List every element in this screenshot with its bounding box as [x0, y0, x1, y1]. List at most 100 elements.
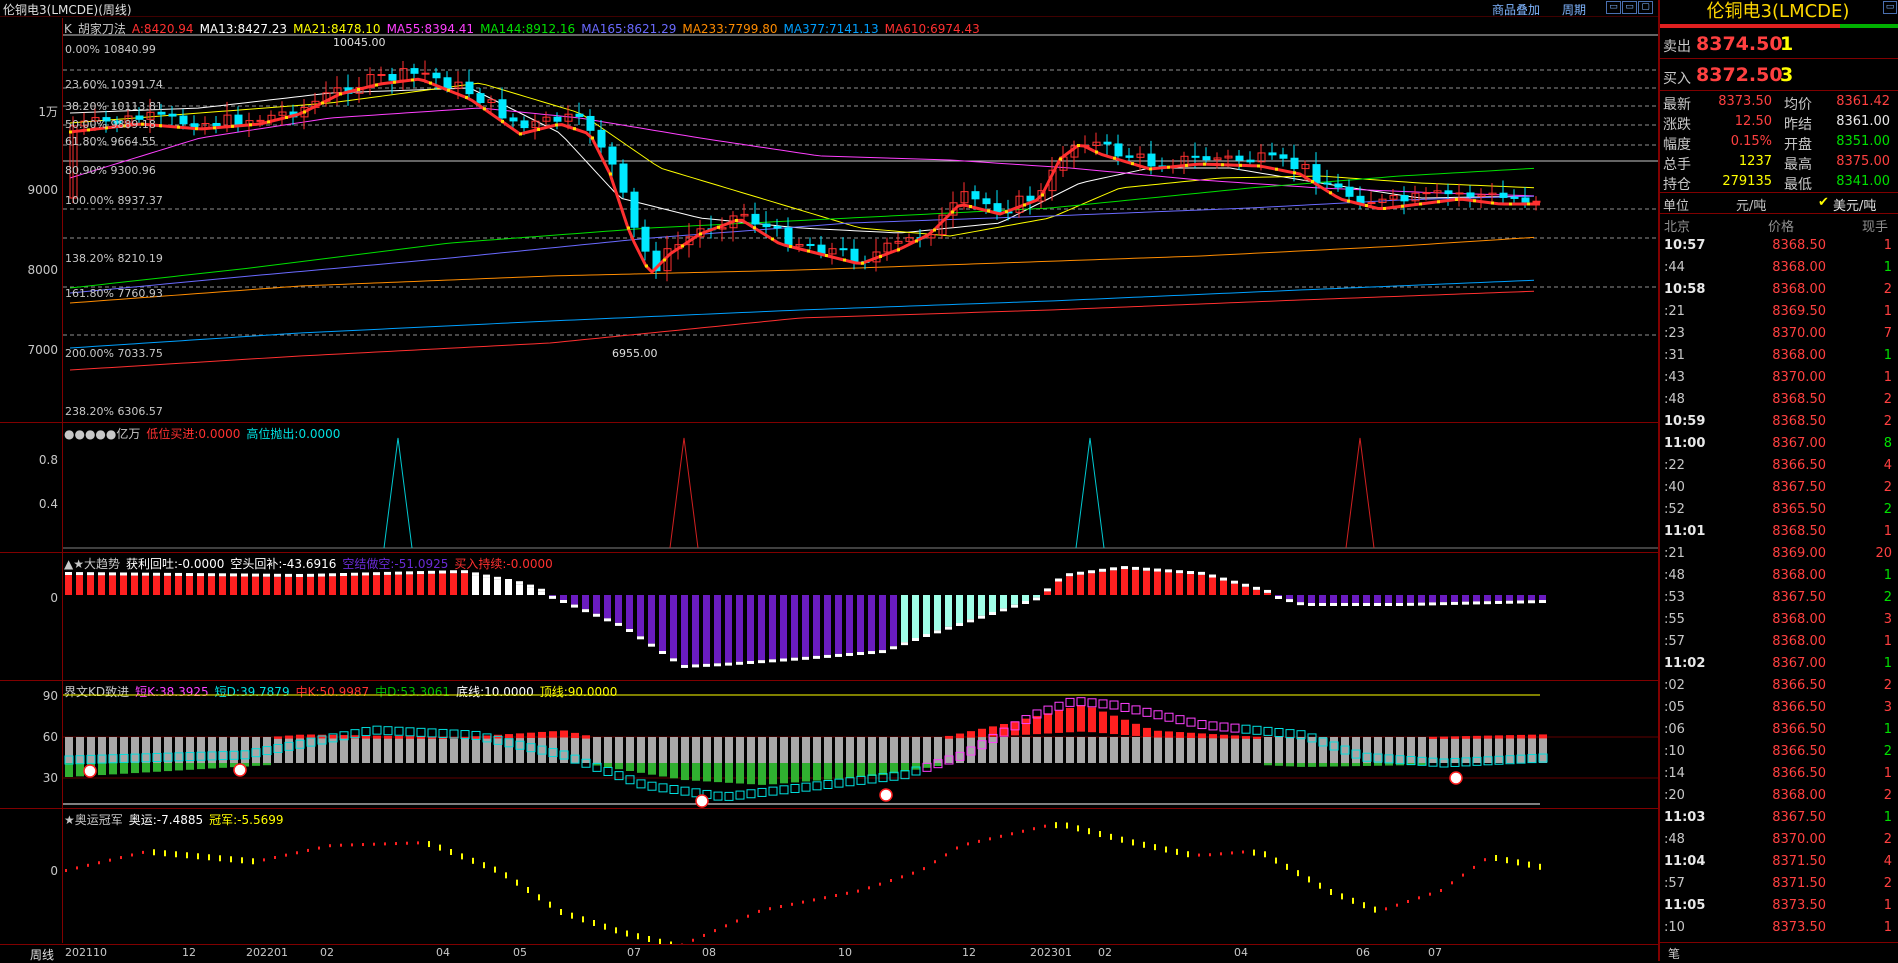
histogram-cap — [890, 646, 897, 649]
kd-column — [76, 737, 84, 763]
trend-dot — [1495, 855, 1497, 861]
restore-icon[interactable]: ▭ — [1606, 1, 1621, 14]
tick-volume: 2 — [1826, 678, 1892, 693]
kd-column — [703, 737, 711, 763]
kd-bar — [659, 763, 667, 777]
candle-body — [257, 120, 264, 121]
trend-dot — [1473, 866, 1475, 869]
kd-bar — [142, 763, 150, 772]
layout-icon[interactable]: ▭ — [1622, 1, 1637, 14]
trend-dot — [1341, 893, 1343, 899]
y-label-10000: 1万 — [2, 103, 58, 120]
top-bar: 伦铜电3(LMCDE)(周线) 商品叠加 周期 ▭ ▭ ▢ — [0, 0, 1658, 17]
kd-column — [802, 737, 810, 763]
histogram-cap — [461, 570, 468, 573]
tick-time: :22 — [1664, 458, 1724, 473]
kd-column — [615, 737, 623, 763]
tick-price: 8366.50 — [1722, 766, 1826, 781]
kd-bar — [76, 763, 84, 776]
kd-bar — [1264, 763, 1272, 765]
kd-marker — [1154, 711, 1162, 719]
histogram-bar — [384, 575, 391, 595]
kd-bar — [758, 763, 766, 785]
period-axis-label[interactable]: 周线 — [30, 946, 54, 963]
kd-bar — [912, 763, 920, 770]
kd-column — [263, 737, 271, 763]
tick-volume: 1 — [1826, 722, 1892, 737]
histogram-bar — [1099, 572, 1106, 595]
kd-column — [1209, 737, 1217, 763]
tick-volume: 2 — [1826, 590, 1892, 605]
histogram-bar — [98, 575, 105, 595]
histogram-bar — [1506, 595, 1513, 601]
kd-marker — [824, 781, 832, 789]
trend-dot — [1132, 839, 1134, 845]
kd-marker — [1264, 727, 1272, 735]
x-axis-label: 12 — [962, 946, 976, 959]
trend-dot — [560, 909, 562, 915]
maximize-icon[interactable]: ▢ — [1638, 1, 1653, 14]
signal-chart — [0, 423, 1658, 552]
trend-dot — [626, 931, 628, 937]
tick-footer-tab[interactable]: 笔 — [1668, 945, 1680, 962]
unit-yuan-option[interactable]: 元/吨 — [1736, 195, 1766, 214]
close-icon[interactable]: ▭ — [1883, 1, 1897, 14]
trend-dot — [890, 879, 892, 882]
overlay-commodity-link[interactable]: 商品叠加 — [1492, 1, 1540, 18]
kd-bar — [1517, 735, 1525, 739]
trend-dot — [417, 841, 419, 844]
histogram-bar — [483, 578, 490, 595]
kd-column — [1231, 737, 1239, 763]
histogram-cap — [1319, 603, 1326, 606]
period-link[interactable]: 周期 — [1562, 1, 1586, 18]
trend-dot — [1022, 830, 1024, 833]
histogram-cap — [1385, 603, 1392, 606]
kd-bar — [615, 763, 623, 769]
histogram-bar — [637, 595, 644, 636]
kd-bar — [736, 763, 744, 784]
kd-column — [1484, 737, 1492, 763]
tick-price: 8370.00 — [1722, 326, 1826, 341]
tick-header-volume: 现手 — [1862, 216, 1888, 235]
histogram-bar — [1330, 595, 1337, 603]
candle-body — [444, 78, 451, 88]
x-axis-label: 07 — [627, 946, 641, 959]
kd-bar — [1209, 734, 1217, 738]
x-axis-label: 202301 — [1030, 946, 1072, 959]
candle-body — [1368, 203, 1375, 204]
kd-marker — [384, 727, 392, 735]
trend-line-dot — [1437, 200, 1440, 203]
kd-bar — [989, 726, 997, 736]
histogram-bar — [428, 574, 435, 595]
tick-time: 11:01 — [1664, 524, 1724, 539]
kd-column — [967, 737, 975, 763]
kd-column — [648, 737, 656, 763]
trend-dot — [1539, 864, 1541, 870]
trend-line-dot — [1401, 205, 1404, 208]
kd-column — [417, 737, 425, 763]
kd-marker — [659, 784, 667, 792]
candle-body — [521, 121, 528, 128]
kd-marker — [1242, 725, 1250, 733]
trend-line-dot — [1203, 163, 1206, 166]
kd-column — [549, 737, 557, 763]
histogram-bar — [241, 576, 248, 595]
histogram-bar — [868, 595, 875, 651]
candle-body — [389, 75, 396, 81]
kd-column — [131, 737, 139, 763]
histogram-bar — [813, 595, 820, 656]
tick-time: :02 — [1664, 678, 1724, 693]
unit-usd-option[interactable]: 美元/吨 — [1833, 195, 1876, 214]
trend-dot — [1198, 854, 1200, 857]
kd-bar — [945, 736, 953, 739]
histogram-bar — [802, 595, 809, 657]
histogram-bar — [1440, 595, 1447, 602]
tick-time: 10:57 — [1664, 238, 1724, 253]
tick-price: 8368.50 — [1722, 414, 1826, 429]
tick-time: :52 — [1664, 502, 1724, 517]
